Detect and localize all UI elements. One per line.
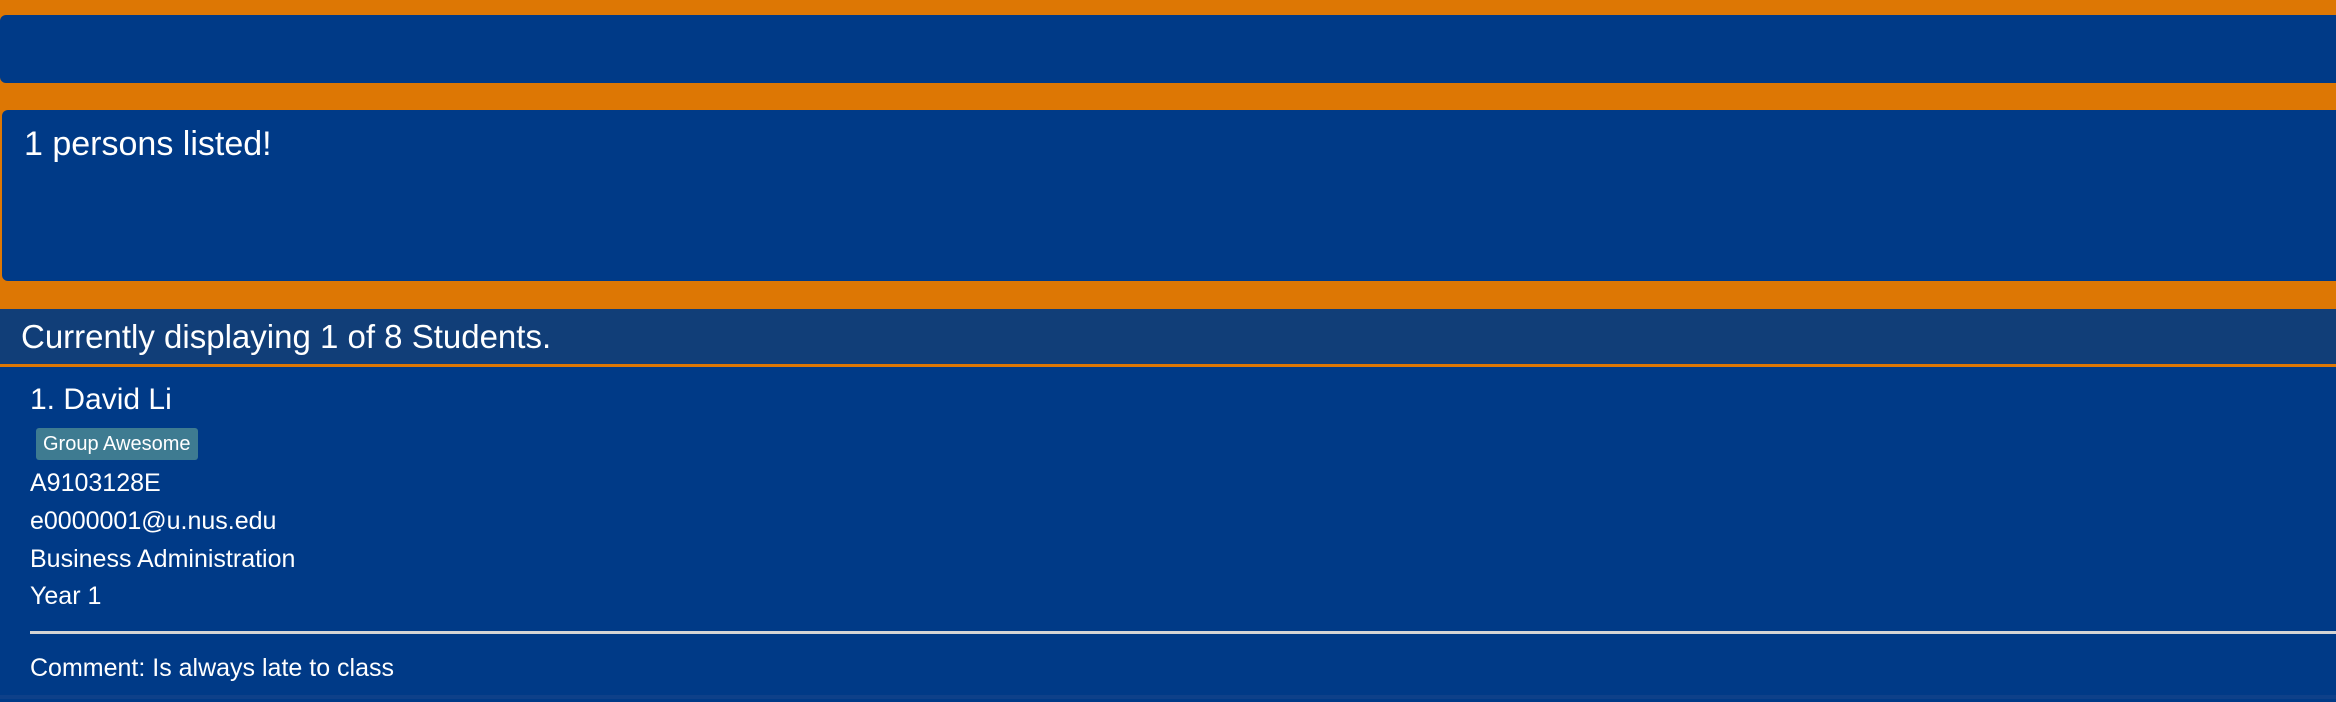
group-tag: Group Awesome	[36, 428, 198, 460]
result-message: 1 persons listed!	[24, 125, 272, 163]
student-card[interactable]: 1. David Li Group Awesome A9103128E e000…	[0, 367, 2336, 697]
command-box[interactable]	[0, 15, 2336, 83]
student-count-label: Currently displaying 1 of 8 Students.	[21, 318, 552, 355]
student-email: e0000001@u.nus.edu	[30, 507, 277, 535]
student-comment: Comment: Is always late to class	[30, 654, 395, 682]
result-display: 1 persons listed!	[2, 110, 2336, 281]
student-id: A9103128E	[30, 469, 161, 497]
command-input[interactable]	[0, 15, 2336, 83]
card-divider	[30, 631, 2336, 634]
list-bottom-border	[0, 695, 2336, 699]
student-year: Year 1	[30, 582, 102, 610]
student-major: Business Administration	[30, 545, 296, 573]
student-name: 1. David Li	[30, 383, 172, 416]
student-list-header: Currently displaying 1 of 8 Students.	[0, 309, 2336, 367]
student-list-panel[interactable]: 1. David Li Group Awesome A9103128E e000…	[0, 367, 2336, 702]
